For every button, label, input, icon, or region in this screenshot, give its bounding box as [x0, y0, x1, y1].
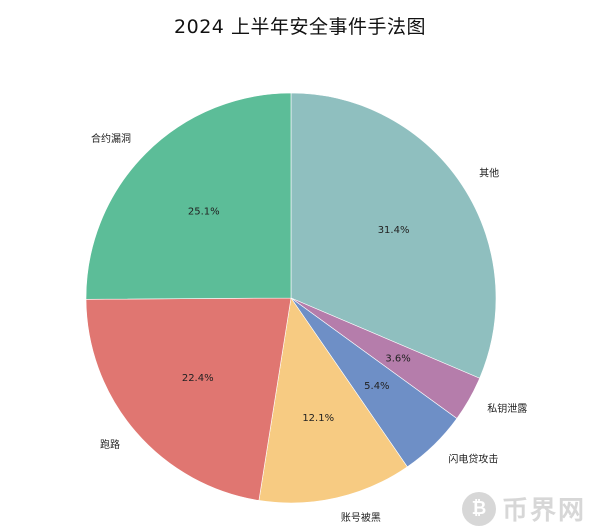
bitcoin-logo-icon: ₿ [461, 491, 496, 526]
pie-slice-0 [290, 92, 497, 379]
pie-label-4: 跑路 [100, 438, 120, 451]
pie-pct-label-4: 22.4% [182, 373, 214, 384]
watermark: ₿ 币界网 [461, 490, 586, 527]
watermark-text: 币界网 [501, 496, 586, 526]
pie-slice-3 [258, 297, 408, 504]
pie-slice-5 [85, 92, 292, 300]
pie-slice-4 [85, 297, 292, 501]
pie-pct-label-5: 25.1% [188, 206, 220, 217]
pie-label-5: 合约漏洞 [91, 132, 131, 145]
pie-pct-label-2: 5.4% [364, 381, 389, 392]
pie-labels: 其他 31.4% 私钥泄露 3.6% 闪电贷攻击 5.4% 账号被黑 12.1% 跑路 22.4%… [91, 132, 527, 524]
pie-label-2: 闪电贷攻击 [448, 452, 498, 465]
pie-label-1: 私钥泄露 [487, 402, 527, 415]
pie-pct-label-0: 31.4% [378, 225, 410, 236]
pie-pct-label-3: 12.1% [302, 413, 334, 424]
pie-pct-label-1: 3.6% [385, 354, 410, 365]
chart-title: 2024 上半年安全事件手法图 [174, 16, 426, 38]
pie-label-3: 账号被黑 [341, 511, 381, 524]
pie-slices [85, 92, 497, 504]
pie-label-0: 其他 [479, 167, 499, 180]
